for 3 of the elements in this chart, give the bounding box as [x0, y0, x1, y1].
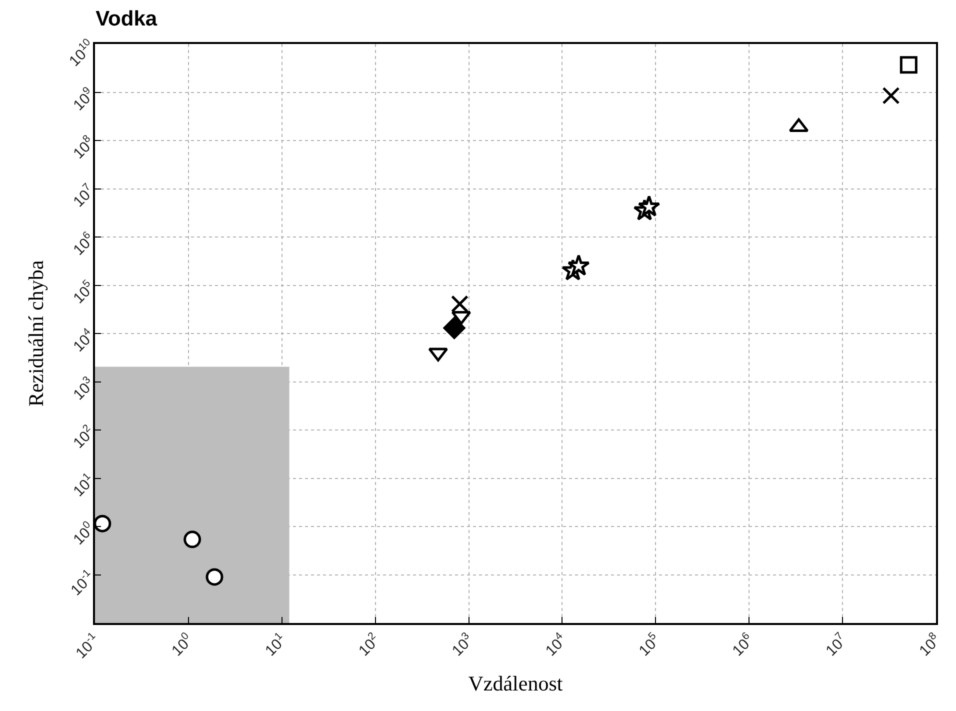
y-axis-title: Reziduální chyba	[24, 260, 48, 407]
x-axis-title: Vzdálenost	[468, 672, 563, 696]
chart-title: Vodka	[96, 7, 158, 30]
